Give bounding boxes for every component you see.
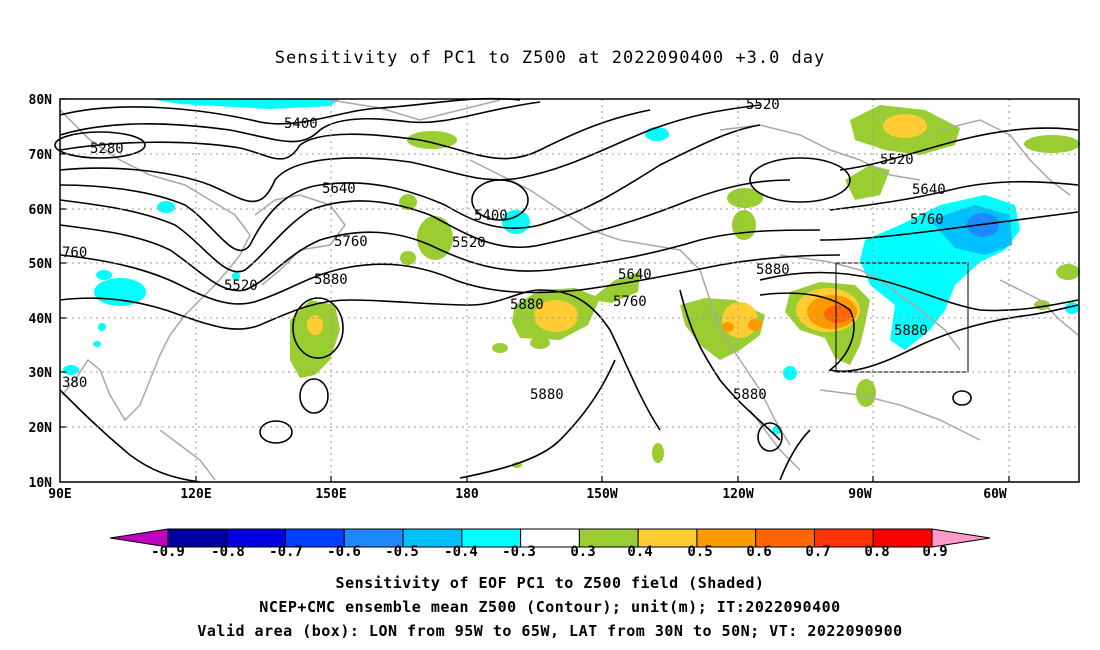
colorbar-label: 0.4: [627, 544, 652, 560]
caption-line-3: Valid area (box): LON from 95W to 65W, L…: [197, 622, 903, 640]
colorbar-label: 0.8: [864, 544, 889, 560]
contour-label: 5280: [90, 141, 124, 157]
colorbar-label: -0.8: [211, 544, 245, 560]
colorbar-label: 0.5: [687, 544, 712, 560]
lon-label: 120E: [180, 487, 211, 502]
contour-label: 380: [62, 375, 87, 391]
lat-label: 10N: [29, 476, 53, 491]
lat-label: 20N: [29, 421, 53, 436]
colorbar-label: 0.3: [570, 544, 595, 560]
colorbar-label: -0.5: [385, 544, 419, 560]
lat-label: 40N: [29, 312, 53, 327]
lon-label: 120W: [722, 487, 753, 502]
contour-label: 5880: [756, 262, 790, 278]
colorbar-label: -0.3: [502, 544, 536, 560]
lat-label: 70N: [29, 148, 53, 163]
lon-label: 60W: [983, 487, 1007, 502]
contour-label: 5880: [894, 323, 928, 339]
lat-label: 80N: [29, 93, 53, 108]
contour-label: 5760: [613, 294, 647, 310]
contour-label: 5520: [224, 278, 258, 294]
contour-label: 5880: [530, 387, 564, 403]
caption-line-1: Sensitivity of EOF PC1 to Z500 field (Sh…: [335, 574, 765, 592]
colorbar-label: -0.9: [151, 544, 185, 560]
colorbar-label: -0.7: [269, 544, 303, 560]
contour-label: 5400: [474, 208, 508, 224]
contour-label: 5760: [910, 212, 944, 228]
contour-label: 5520: [452, 235, 486, 251]
colorbar-label: -0.6: [327, 544, 361, 560]
colorbar-label: 0.6: [746, 544, 771, 560]
lat-label: 60N: [29, 203, 53, 218]
lon-label: 90E: [48, 487, 71, 502]
shade-green-alaska: [417, 216, 453, 260]
lon-label: 90W: [848, 487, 872, 502]
colorbar: [109, 528, 991, 548]
contour-label: 5640: [618, 267, 652, 283]
shade-green-japan: [290, 300, 340, 378]
colorbar-high-end: [931, 528, 991, 548]
contours: [54, 97, 1079, 483]
contour-label: 5520: [746, 97, 780, 113]
lon-labels: 90E 120E 150E 180 150W 120W 90W 60W: [48, 487, 1007, 502]
gridlines: [60, 99, 1079, 482]
colorbar-label: 0.9: [922, 544, 947, 560]
caption-line-2: NCEP+CMC ensemble mean Z500 (Contour); u…: [259, 598, 841, 616]
map-frame: [59, 98, 1080, 483]
contour-label: 5640: [322, 181, 356, 197]
colorbar-label: 0.7: [805, 544, 830, 560]
contour-label: 5760: [334, 234, 368, 250]
tick-marks: [60, 98, 1010, 482]
lat-label: 50N: [29, 257, 53, 272]
contour-labels: 5280 5400 5520 5640 5760 5880 5400 5520 …: [62, 97, 946, 403]
contour-label: 5520: [880, 152, 914, 168]
lon-label: 150E: [315, 487, 346, 502]
lon-label: 150W: [586, 487, 617, 502]
lat-label: 30N: [29, 366, 53, 381]
contour-label: 5400: [284, 116, 318, 132]
contour-label: 5880: [510, 297, 544, 313]
contour-label: 5880: [733, 387, 767, 403]
contour-label: 5640: [912, 182, 946, 198]
colorbar-label: -0.4: [444, 544, 478, 560]
shade-cyan-small: [645, 127, 669, 141]
shade-green-bering: [407, 131, 457, 149]
shade-cyan-top: [150, 99, 340, 109]
colorbar-labels: -0.9 -0.8 -0.7 -0.6 -0.5 -0.4 -0.3 0.3 0…: [151, 544, 948, 560]
map-title: Sensitivity of PC1 to Z500 at 2022090400…: [274, 48, 826, 68]
lon-label: 180: [455, 487, 479, 502]
contour-label: 760: [62, 245, 87, 261]
lat-labels: 80N 70N 60N 50N 40N 30N 20N 10N: [29, 93, 53, 491]
